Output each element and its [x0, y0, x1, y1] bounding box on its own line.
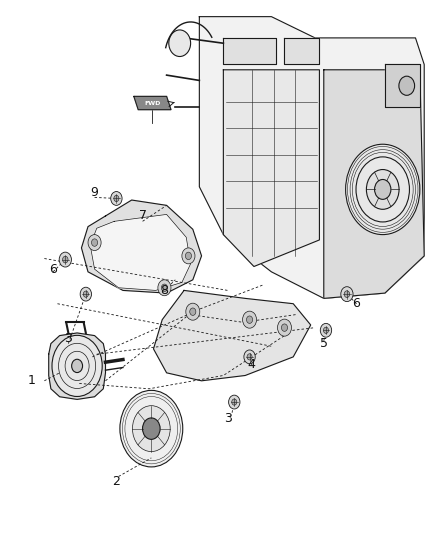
- Polygon shape: [90, 214, 191, 290]
- Circle shape: [92, 239, 98, 246]
- Circle shape: [185, 252, 191, 260]
- Polygon shape: [199, 17, 424, 298]
- Circle shape: [83, 291, 88, 297]
- Polygon shape: [153, 290, 311, 381]
- Circle shape: [367, 169, 399, 209]
- Circle shape: [88, 235, 101, 251]
- Circle shape: [111, 191, 122, 205]
- Circle shape: [341, 287, 353, 302]
- Polygon shape: [324, 70, 424, 298]
- Circle shape: [229, 395, 240, 409]
- Polygon shape: [223, 70, 319, 266]
- Text: 2: 2: [113, 475, 120, 488]
- Circle shape: [114, 195, 119, 201]
- Circle shape: [346, 144, 420, 235]
- Circle shape: [182, 248, 195, 264]
- Circle shape: [132, 406, 170, 451]
- Text: 5: 5: [320, 337, 328, 350]
- Text: 7: 7: [138, 209, 147, 222]
- Circle shape: [282, 324, 288, 332]
- Circle shape: [158, 280, 171, 296]
- Text: 1: 1: [27, 374, 35, 387]
- Polygon shape: [134, 96, 171, 110]
- Circle shape: [59, 252, 71, 267]
- Text: 6: 6: [49, 263, 57, 276]
- Circle shape: [247, 316, 253, 324]
- Text: 3: 3: [224, 411, 232, 424]
- Circle shape: [247, 354, 252, 360]
- Circle shape: [63, 256, 68, 263]
- Circle shape: [278, 319, 291, 336]
- Circle shape: [120, 390, 183, 467]
- Polygon shape: [385, 64, 420, 107]
- Circle shape: [344, 291, 350, 297]
- Circle shape: [244, 350, 255, 364]
- Circle shape: [142, 418, 160, 439]
- Text: 6: 6: [353, 297, 360, 310]
- Ellipse shape: [52, 335, 102, 397]
- Circle shape: [374, 180, 391, 199]
- Text: 3: 3: [64, 332, 72, 345]
- Polygon shape: [49, 333, 106, 399]
- Text: 8: 8: [160, 284, 169, 297]
- Circle shape: [161, 284, 167, 292]
- Circle shape: [169, 30, 191, 56]
- Polygon shape: [223, 38, 276, 64]
- Circle shape: [243, 311, 257, 328]
- Circle shape: [232, 399, 237, 405]
- Circle shape: [186, 303, 200, 320]
- Text: FWD: FWD: [144, 101, 160, 106]
- Text: 4: 4: [248, 358, 256, 372]
- Circle shape: [80, 287, 92, 301]
- Ellipse shape: [72, 359, 82, 373]
- Circle shape: [320, 324, 332, 337]
- Circle shape: [399, 76, 415, 95]
- Polygon shape: [285, 38, 319, 64]
- Circle shape: [323, 327, 328, 334]
- Polygon shape: [81, 200, 201, 293]
- Text: 9: 9: [91, 185, 99, 199]
- Circle shape: [190, 308, 196, 316]
